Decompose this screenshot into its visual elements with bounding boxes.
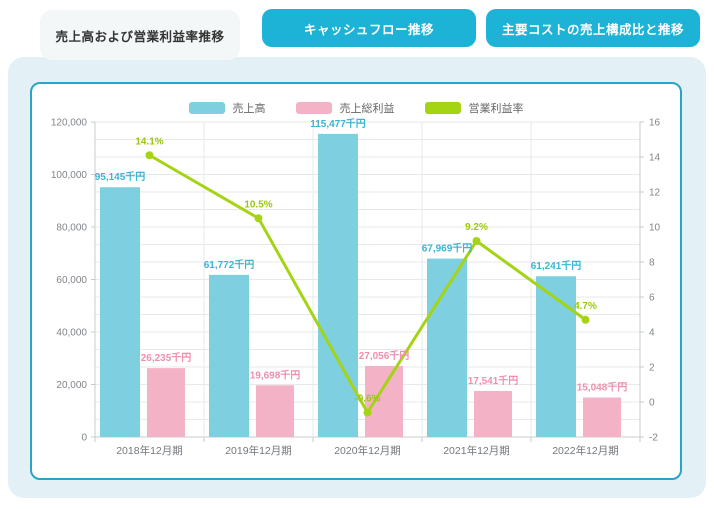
sales-bars — [100, 133, 576, 438]
svg-text:6: 6 — [649, 293, 655, 304]
svg-text:15,048千円: 15,048千円 — [577, 380, 628, 393]
value-labels: 95,145千円 61,772千円 115,477千円 67,969千円 61,241千… — [95, 117, 628, 405]
operating-margin-point[interactable] — [363, 408, 372, 417]
svg-text:10: 10 — [649, 223, 661, 234]
legend-label-sales: 売上高 — [232, 103, 266, 115]
sales-bar[interactable] — [536, 276, 576, 437]
sales-swatch — [188, 102, 225, 114]
operating-margin-point[interactable] — [145, 151, 154, 160]
combo-chart: 0 20,000 40,000 60,000 80,000 100,000 120,000 -… — [51, 117, 661, 458]
chart-legend: 売上高 売上総利益 営業利益率 — [32, 100, 680, 116]
svg-text:8: 8 — [649, 258, 655, 269]
svg-text:115,477千円: 115,477千円 — [310, 117, 366, 130]
content-panel: 売上高 売上総利益 営業利益率 0 20,000 40,000 60,000 80,00… — [8, 57, 706, 498]
svg-text:12: 12 — [649, 188, 661, 199]
svg-text:-0.6%: -0.6% — [354, 394, 380, 405]
gross-profit-bar[interactable] — [256, 385, 294, 437]
svg-text:10.5%: 10.5% — [244, 199, 272, 210]
svg-text:26,235千円: 26,235千円 — [141, 351, 192, 364]
gross-profit-bar[interactable] — [474, 390, 512, 437]
svg-text:67,969千円: 67,969千円 — [422, 242, 473, 255]
gross-profit-bar[interactable] — [365, 365, 403, 437]
svg-text:40,000: 40,000 — [56, 328, 87, 339]
tab-sales-and-operating-margin[interactable]: 売上高および営業利益率推移 — [40, 10, 240, 60]
svg-text:95,145千円: 95,145千円 — [95, 170, 146, 183]
svg-text:14.1%: 14.1% — [135, 136, 163, 147]
svg-text:80,000: 80,000 — [56, 223, 87, 234]
axis-labels: 0 20,000 40,000 60,000 80,000 100,000 120,000 -… — [51, 118, 661, 458]
operating-margin-point[interactable] — [581, 315, 590, 324]
svg-text:2021年12月期: 2021年12月期 — [443, 444, 510, 457]
gross-profit-bar[interactable] — [583, 397, 621, 437]
svg-text:120,000: 120,000 — [51, 118, 88, 129]
operating-margin-point[interactable] — [472, 237, 481, 245]
svg-text:2: 2 — [649, 363, 655, 374]
svg-text:17,541千円: 17,541千円 — [468, 374, 519, 387]
sales-bar[interactable] — [209, 274, 249, 437]
svg-text:0: 0 — [649, 398, 655, 409]
gross-profit-bar[interactable] — [147, 368, 185, 437]
legend-label-gross-profit: 売上総利益 — [339, 103, 395, 115]
svg-text:0: 0 — [81, 433, 87, 444]
legend-item-operating-margin[interactable]: 営業利益率 — [424, 100, 524, 116]
gross-profit-bars — [147, 365, 621, 437]
gross-profit-swatch — [295, 102, 332, 114]
svg-text:61,772千円: 61,772千円 — [204, 258, 255, 271]
svg-text:2022年12月期: 2022年12月期 — [552, 444, 619, 457]
svg-text:2018年12月期: 2018年12月期 — [116, 444, 183, 457]
svg-text:61,241千円: 61,241千円 — [531, 259, 582, 272]
svg-text:9.2%: 9.2% — [465, 222, 488, 233]
svg-text:4: 4 — [649, 328, 655, 339]
svg-text:27,056千円: 27,056千円 — [359, 349, 410, 362]
svg-text:20,000: 20,000 — [56, 380, 87, 391]
svg-text:16: 16 — [649, 118, 661, 129]
legend-label-operating-margin: 営業利益率 — [468, 103, 524, 115]
svg-text:100,000: 100,000 — [51, 170, 88, 181]
svg-text:14: 14 — [649, 153, 661, 164]
svg-text:-2: -2 — [649, 433, 658, 444]
tab-cashflow[interactable]: キャッシュフロー推移 — [262, 9, 476, 47]
sales-bar[interactable] — [318, 133, 358, 438]
legend-item-sales[interactable]: 売上高 — [188, 100, 266, 116]
legend-item-gross-profit[interactable]: 売上総利益 — [295, 100, 395, 116]
svg-text:19,698千円: 19,698千円 — [250, 368, 301, 381]
operating-margin-swatch — [424, 102, 461, 114]
sales-bar[interactable] — [100, 187, 140, 437]
svg-text:4.7%: 4.7% — [574, 301, 597, 312]
svg-text:60,000: 60,000 — [56, 275, 87, 286]
svg-text:2019年12月期: 2019年12月期 — [225, 444, 292, 457]
operating-margin-point[interactable] — [254, 214, 263, 223]
chart-card: 売上高 売上総利益 営業利益率 0 20,000 40,000 60,000 80,00… — [30, 82, 682, 480]
tab-cost-composition[interactable]: 主要コストの売上構成比と推移 — [486, 9, 700, 47]
svg-text:2020年12月期: 2020年12月期 — [334, 444, 401, 457]
operating-margin-line — [145, 151, 590, 417]
